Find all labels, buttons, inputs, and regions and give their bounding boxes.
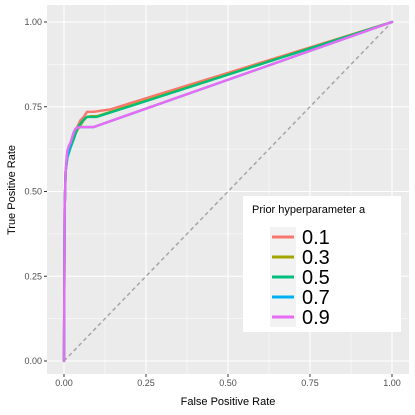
legend-background	[243, 196, 401, 332]
x-axis-title: False Positive Rate	[181, 396, 276, 408]
legend: Prior hyperparameter a 0.10.30.50.70.9	[243, 196, 401, 332]
legend-items: 0.10.30.50.70.9	[270, 227, 330, 329]
legend-label-0.9: 0.9	[302, 307, 330, 329]
x-tick-label: 0.00	[55, 378, 73, 388]
diagonal-reference-line	[63, 21, 393, 362]
y-tick-label: 0.25	[24, 271, 42, 281]
x-tick-label: 0.75	[301, 378, 319, 388]
x-tick-label: 0.50	[219, 378, 237, 388]
y-tick-label: 0.00	[24, 356, 42, 366]
y-tick-label: 0.50	[24, 187, 42, 197]
y-tick-label: 1.00	[24, 17, 42, 27]
series-lines	[62, 20, 394, 363]
axis-ticks: 0.00 0.25 0.50 0.75 1.00 0.00 0.25 0.50 0.75 1.00	[24, 17, 400, 388]
series-line-0.9	[62, 20, 394, 363]
legend-label-0.5: 0.5	[302, 267, 330, 289]
legend-title: Prior hyperparameter a	[252, 204, 366, 216]
y-tick-label: 0.75	[24, 102, 42, 112]
y-axis-title: True Positive Rate	[6, 145, 18, 235]
legend-label-0.3: 0.3	[302, 247, 330, 269]
x-tick-label: 1.00	[383, 378, 401, 388]
x-tick-label: 0.25	[137, 378, 155, 388]
legend-label-0.7: 0.7	[302, 287, 330, 309]
reference-diagonal	[63, 21, 393, 362]
legend-label-0.1: 0.1	[302, 227, 330, 249]
